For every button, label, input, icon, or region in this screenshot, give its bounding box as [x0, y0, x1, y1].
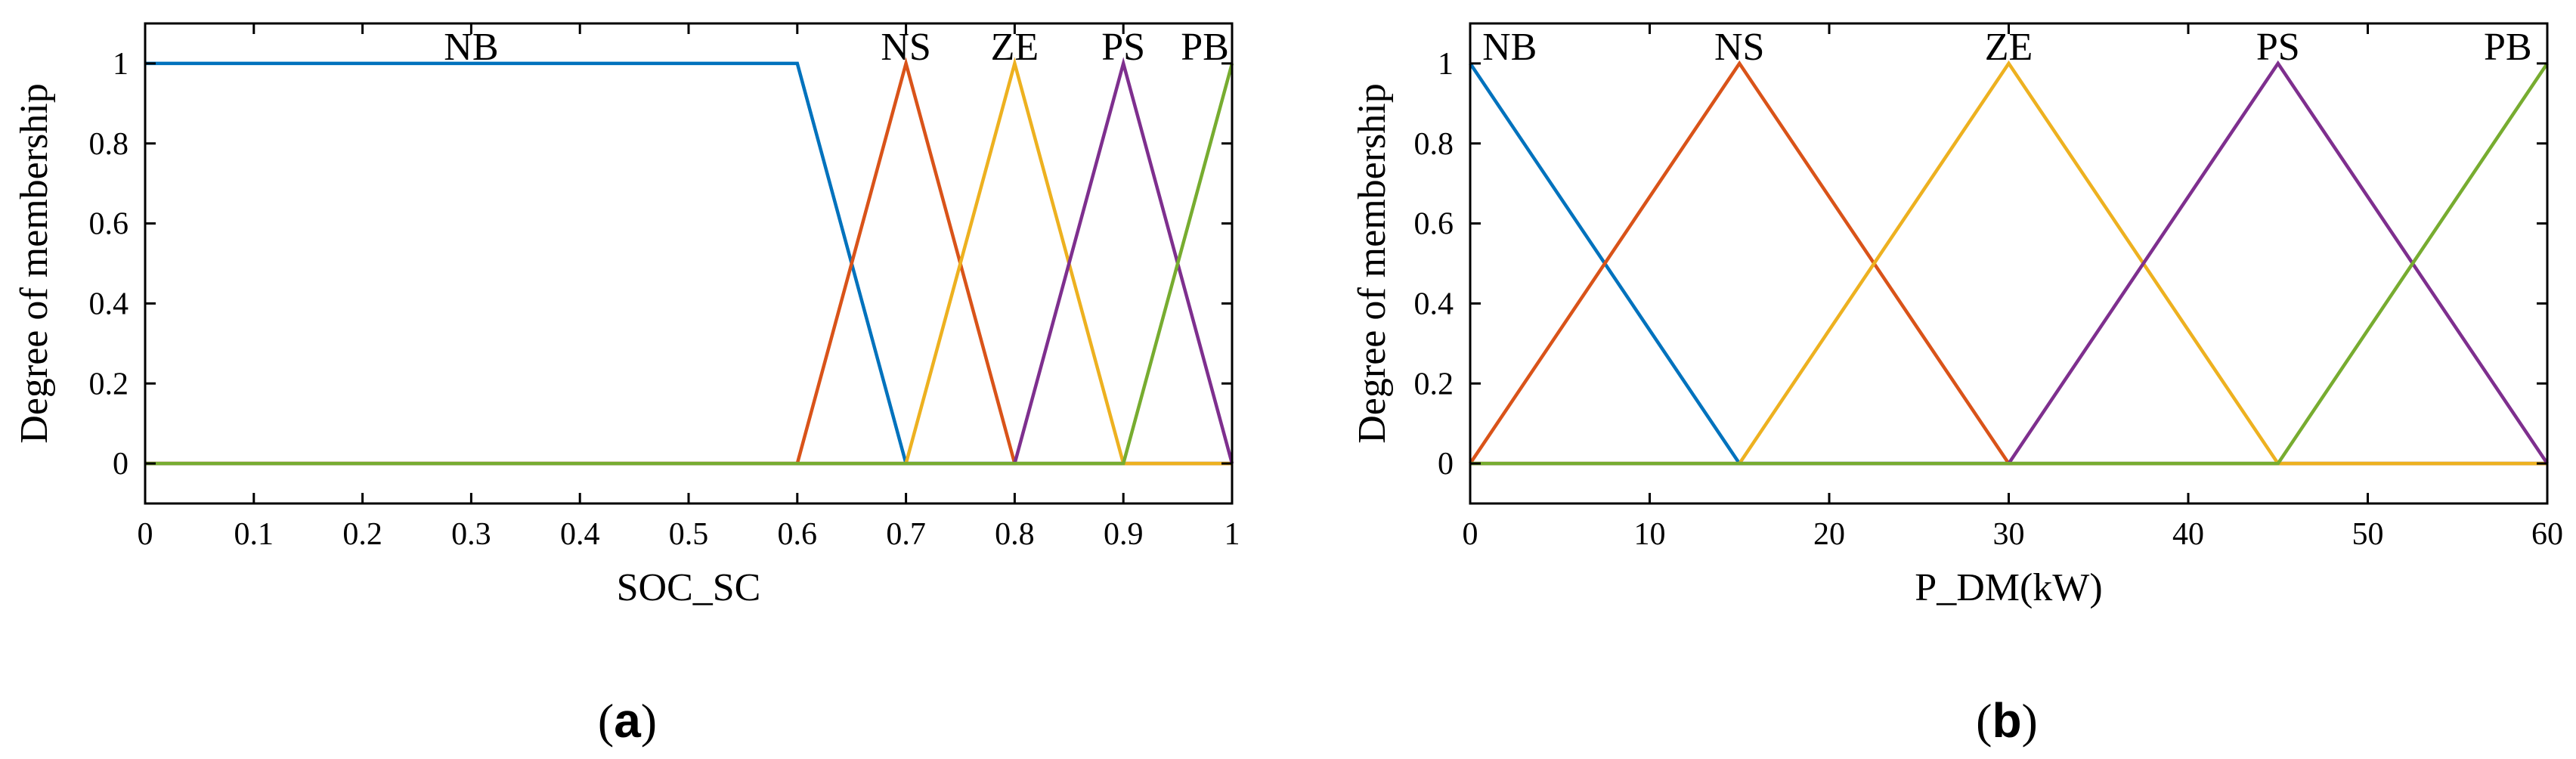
- y-tick-label-a-0_8: 0.8: [89, 127, 129, 162]
- panel-label-close-a: ): [641, 694, 657, 748]
- y-tick-label-b-0_2: 0.2: [1414, 367, 1454, 401]
- x-tick-label-a-0_9: 0.9: [1104, 517, 1144, 552]
- x-tick-label-b-60: 60: [2531, 517, 2563, 552]
- x-tick-label-a-0_3: 0.3: [451, 517, 491, 552]
- x-tick-label-b-20: 20: [1813, 517, 1845, 552]
- x-tick-label-a-0_6: 0.6: [778, 517, 818, 552]
- panel-label-letter-b: b: [1992, 693, 2021, 748]
- mf-label-a-nb: NB: [444, 26, 498, 69]
- chart-panel-a: 0 0.1 0.2 0.3 0.4 0.5 0.6 0.7 0.8 0.9 1 0 0.2 0.4 0.6 0…: [13, 22, 1240, 748]
- series-line-a-ps: [145, 57, 1234, 466]
- series-line-b-nb: [1469, 62, 2547, 466]
- mf-label-b-ze: ZE: [1985, 26, 2033, 69]
- chart-panel-b: 0 10 20 30 40 50 60 0 0.2 0.4 0.6 0.8 1 NB NS ZE PS PB P_D…: [1351, 22, 2563, 748]
- series-line-b-pb: [1470, 62, 2549, 466]
- panel-label-close-b: ): [2022, 694, 2038, 748]
- x-tick-label-b-0: 0: [1463, 517, 1478, 552]
- y-tick-label-a-0_2: 0.2: [89, 367, 129, 401]
- y-tick-label-b-0_8: 0.8: [1414, 127, 1454, 162]
- panel-label-b: (b): [1976, 693, 2038, 748]
- x-tick-label-a-0_5: 0.5: [669, 517, 709, 552]
- mf-label-b-pb: PB: [2484, 26, 2532, 69]
- series-line-a-pb: [145, 63, 1234, 466]
- x-tick-label-a-1: 1: [1225, 517, 1240, 552]
- x-tick-label-b-30: 30: [1993, 517, 2025, 552]
- y-axis-label-b: Degree of membership: [1351, 83, 1394, 443]
- x-axis-label-b: P_DM(kW): [1915, 566, 2102, 609]
- y-tick-label-a-0: 0: [113, 447, 128, 482]
- y-tick-label-b-0: 0: [1438, 447, 1454, 482]
- y-tick-label-a-0_6: 0.6: [89, 207, 129, 242]
- y-axis-label-a: Degree of membership: [13, 83, 56, 443]
- x-tick-label-a-0: 0: [138, 517, 153, 552]
- y-tick-label-b-0_6: 0.6: [1414, 207, 1454, 242]
- y-tick-label-b-1: 1: [1438, 47, 1454, 82]
- y-tick-label-a-0_4: 0.4: [89, 287, 129, 321]
- series-line-b-ns: [1469, 60, 2547, 466]
- mf-label-a-ze: ZE: [991, 26, 1039, 69]
- panel-label-open-a: (: [598, 694, 614, 748]
- x-tick-label-a-0_7: 0.7: [886, 517, 926, 552]
- x-tick-label-a-0_1: 0.1: [234, 517, 274, 552]
- series-line-b-ps: [1470, 60, 2549, 466]
- x-tick-label-a-0_8: 0.8: [995, 517, 1035, 552]
- y-tick-label-b-0_4: 0.4: [1414, 287, 1454, 321]
- x-tick-label-a-0_2: 0.2: [342, 517, 382, 552]
- panel-label-open-b: (: [1976, 694, 1992, 748]
- x-tick-label-b-40: 40: [2172, 517, 2204, 552]
- plot-frame-b: [1469, 22, 2549, 505]
- panel-label-letter-a: a: [614, 693, 641, 748]
- series-line-b-ze: [1470, 60, 2547, 466]
- mf-label-b-ns: NS: [1714, 26, 1764, 69]
- mf-label-b-ps: PS: [2256, 26, 2300, 69]
- mf-label-a-pb: PB: [1181, 26, 1229, 69]
- x-axis-label-a: SOC_SC: [617, 566, 761, 609]
- mf-label-a-ps: PS: [1101, 26, 1145, 69]
- y-tick-label-a-1: 1: [113, 47, 128, 82]
- x-tick-label-b-50: 50: [2352, 517, 2384, 552]
- mf-label-b-nb: NB: [1482, 26, 1537, 69]
- mf-label-a-ns: NS: [881, 26, 930, 69]
- x-tick-label-b-10: 10: [1634, 517, 1666, 552]
- panel-label-a: (a): [598, 693, 657, 748]
- x-tick-label-a-0_4: 0.4: [560, 517, 600, 552]
